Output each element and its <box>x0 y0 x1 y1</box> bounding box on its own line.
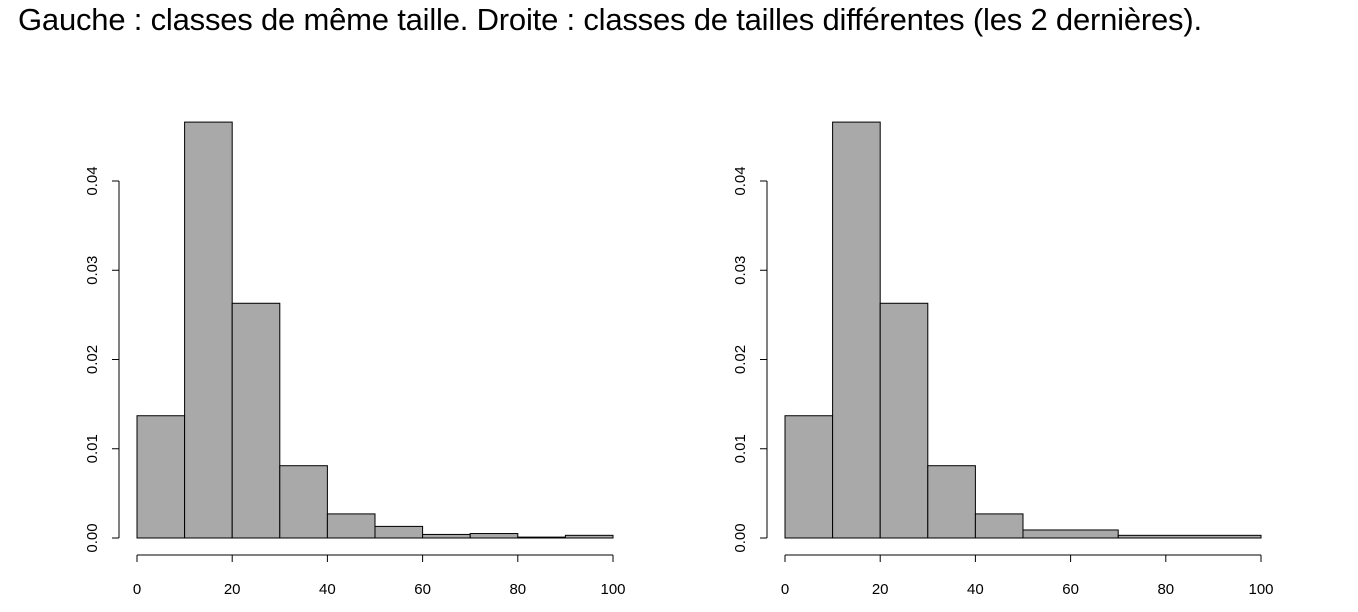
histogram-bar <box>784 415 834 539</box>
histogram-bar <box>879 302 929 539</box>
x-tick-label: 80 <box>509 581 526 598</box>
x-tick-label: 60 <box>1062 581 1079 598</box>
histogram-bar <box>231 302 281 539</box>
histogram-bar <box>184 121 233 539</box>
x-tick-label: 0 <box>781 581 789 598</box>
x-tick-label: 100 <box>1248 581 1273 598</box>
histogram-bar <box>136 415 186 539</box>
x-tick-label: 80 <box>1157 581 1174 598</box>
y-tick-label: 0.01 <box>84 434 101 463</box>
y-tick-label: 0.00 <box>732 523 749 552</box>
y-tick-label: 0.04 <box>84 166 101 195</box>
histogram-bar <box>1117 534 1262 539</box>
page-title: Gauche : classes de même taille. Droite … <box>18 2 1202 37</box>
histogram-bar <box>974 513 1024 539</box>
histogram-bar <box>1022 529 1119 539</box>
y-tick-label: 0.04 <box>732 166 749 195</box>
y-tick-label: 0.01 <box>732 434 749 463</box>
x-tick-label: 60 <box>414 581 431 598</box>
histogram-bar <box>469 533 519 539</box>
histogram-bar <box>832 121 881 539</box>
x-tick-label: 20 <box>872 581 889 598</box>
x-tick-label: 0 <box>133 581 141 598</box>
y-tick-label: 0.02 <box>732 345 749 374</box>
histogram-bar <box>927 465 976 539</box>
x-tick-label: 20 <box>224 581 241 598</box>
histogram-bar <box>374 525 424 539</box>
histogram-bar <box>279 465 328 539</box>
y-tick-label: 0.02 <box>84 345 101 374</box>
x-tick-label: 100 <box>600 581 625 598</box>
histogram-bar <box>326 513 376 539</box>
x-tick-label: 40 <box>967 581 984 598</box>
y-tick-label: 0.03 <box>732 256 749 285</box>
y-tick-label: 0.03 <box>84 256 101 285</box>
x-tick-label: 40 <box>319 581 336 598</box>
histogram-bar <box>564 534 614 539</box>
y-tick-label: 0.00 <box>84 523 101 552</box>
